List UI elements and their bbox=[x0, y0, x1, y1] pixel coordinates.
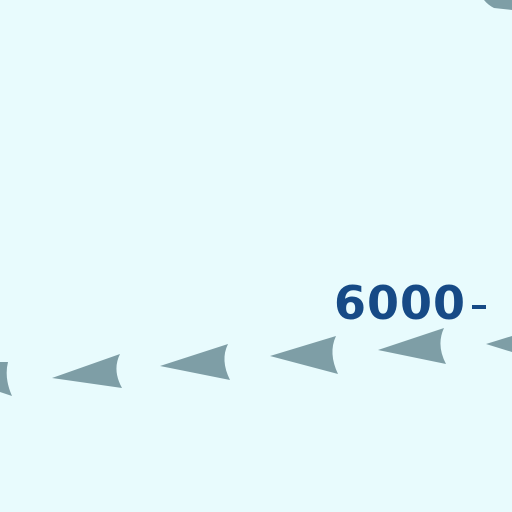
depth-contour-label: 6000 bbox=[334, 276, 467, 330]
route-arrow-top-partial bbox=[484, 0, 512, 10]
route-arrow-4 bbox=[378, 328, 446, 364]
route-arrow-left-partial bbox=[0, 362, 12, 396]
route-arrow-1 bbox=[52, 354, 122, 388]
route-arrow-3 bbox=[270, 336, 338, 374]
route-arrow-2 bbox=[160, 344, 230, 380]
depth-contour-tick bbox=[472, 305, 486, 309]
route-arrow-5 bbox=[486, 336, 512, 352]
